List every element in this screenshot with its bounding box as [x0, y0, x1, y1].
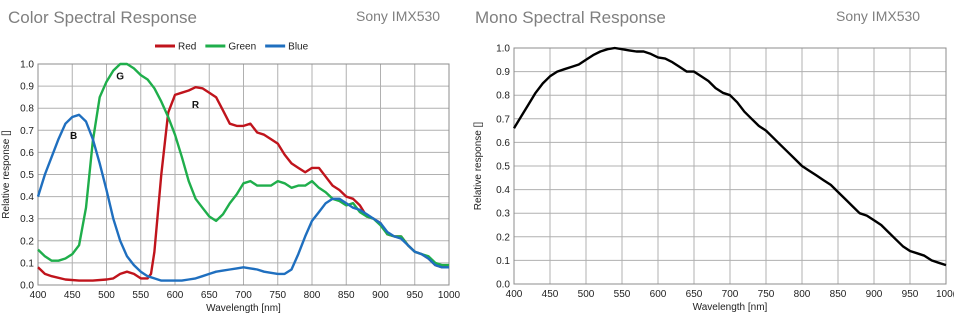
x-tick-label: 750: [758, 289, 775, 300]
x-axis-label: Wavelength [nm]: [206, 303, 281, 314]
x-tick-label: 750: [269, 290, 286, 301]
x-tick-label: 700: [235, 290, 252, 301]
x-axis-label: Wavelength [nm]: [693, 302, 768, 313]
x-tick-label: 550: [132, 290, 149, 301]
x-tick-label: 900: [372, 290, 389, 301]
x-tick-label: 400: [30, 290, 47, 301]
y-tick-label: 0.1: [20, 258, 34, 269]
x-tick-label: 850: [338, 290, 355, 301]
y-tick-label: 0.5: [20, 170, 34, 181]
plot-area-border: [37, 63, 450, 286]
chart-subtitle: Sony IMX530: [836, 8, 921, 24]
y-tick-label: 0.3: [496, 209, 510, 220]
x-tick-label: 550: [614, 289, 631, 300]
series-line-mono: [512, 46, 947, 267]
x-tick-label: 950: [406, 290, 423, 301]
x-tick-label: 850: [830, 289, 847, 300]
x-tick-label: 600: [167, 290, 184, 301]
y-tick-label: 1.0: [20, 60, 34, 71]
y-axis-label: Relative response []: [473, 122, 484, 211]
x-tick-label: 650: [686, 289, 703, 300]
curve-annotation: B: [70, 131, 77, 142]
y-tick-label: 0.3: [20, 214, 34, 225]
y-tick-label: 0.6: [496, 138, 510, 149]
x-tick-label: 1000: [438, 290, 461, 301]
y-tick-label: 0.4: [496, 185, 510, 196]
x-tick-label: 800: [794, 289, 811, 300]
y-axis-label: Relative response []: [1, 130, 12, 219]
x-tick-label: 800: [304, 290, 321, 301]
y-tick-label: 0.7: [20, 126, 34, 137]
series-line-green: [37, 62, 449, 267]
series-line-blue: [36, 113, 449, 282]
y-tick-label: 0.0: [20, 281, 34, 292]
curve-annotation: G: [116, 71, 124, 82]
y-tick-label: 0.7: [496, 114, 510, 125]
x-tick-label: 600: [650, 289, 667, 300]
x-tick-label: 500: [578, 289, 595, 300]
y-tick-label: 0.1: [496, 256, 510, 267]
x-tick-label: 400: [506, 289, 523, 300]
chart-title: Mono Spectral Response: [475, 8, 666, 27]
y-tick-label: 0.8: [20, 104, 34, 115]
chart-subtitle: Sony IMX530: [356, 8, 441, 24]
color-chart-panel: Color Spectral Response Sony IMX530 400 4…: [0, 0, 470, 320]
legend-label-green: Green: [228, 42, 256, 53]
color-spectral-chart: 400 450 500 550 600 650 700 750 800 850 900 950 1000…: [1, 42, 461, 315]
legend-label-blue: Blue: [288, 42, 308, 53]
mono-spectral-chart: 400 450 500 550 600 650 700 750 800 850 900 950 100(…: [473, 44, 954, 314]
y-tick-label: 0.9: [20, 82, 34, 93]
x-tick-label: 500: [98, 290, 115, 301]
y-tick-label: 0.9: [496, 67, 510, 78]
x-tick-label: 100(: [936, 289, 954, 300]
y-tick-label: 0.6: [20, 148, 34, 159]
y-tick-label: 0.2: [496, 232, 510, 243]
legend-label-red: Red: [178, 42, 196, 53]
mono-chart-panel: Mono Spectral Response Sony IMX530 400 45…: [472, 0, 954, 320]
x-tick-label: 950: [902, 289, 919, 300]
y-tick-label: 0.0: [496, 280, 510, 291]
x-tick-label: 650: [201, 290, 218, 301]
x-tick-label: 450: [64, 290, 81, 301]
chart-title: Color Spectral Response: [8, 8, 197, 27]
plot-area-border: [513, 47, 947, 285]
curve-annotation: R: [192, 100, 200, 111]
y-tick-label: 1.0: [496, 44, 510, 55]
y-tick-label: 0.8: [496, 91, 510, 102]
y-tick-label: 0.4: [20, 192, 34, 203]
y-tick-label: 0.2: [20, 236, 34, 247]
x-tick-label: 900: [866, 289, 883, 300]
x-tick-label: 700: [722, 289, 739, 300]
y-tick-label: 0.5: [496, 162, 510, 173]
x-tick-label: 450: [542, 289, 559, 300]
